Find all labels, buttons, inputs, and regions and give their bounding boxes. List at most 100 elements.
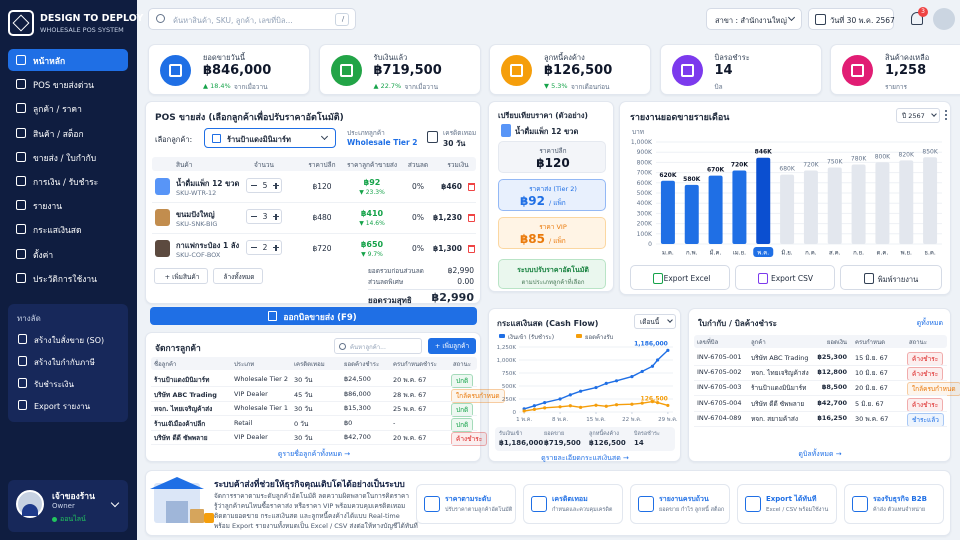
feature-sub: Excel / CSV พร้อมใช้งาน: [766, 507, 829, 513]
kpi-label: ลูกหนี้คงค้าง: [544, 53, 585, 62]
view-all[interactable]: ดูทั้งหมด: [916, 319, 943, 327]
date-select[interactable]: วันที่ 30 พ.ค. 2567: [808, 8, 895, 30]
nav-item[interactable]: ลูกค้า / ราคา: [8, 97, 128, 119]
search-icon: [339, 343, 346, 350]
action-icon: [653, 273, 663, 284]
nav-item[interactable]: สินค้า / สต็อก: [8, 122, 128, 144]
submit-button[interactable]: ออกบิลขายส่ง (F9): [150, 307, 477, 325]
row-divider: [152, 233, 476, 234]
qty-minus[interactable]: [251, 247, 257, 249]
action-button[interactable]: พิมพ์รายงาน: [840, 265, 942, 290]
add-customer-button[interactable]: + เพิ่มลูกค้า: [428, 338, 476, 354]
point: [579, 389, 583, 393]
branch-select[interactable]: สาขา : สำนักงานใหญ่: [706, 8, 802, 30]
cash-link[interactable]: ดูรายละเอียดกระแสเงินสด →: [541, 454, 629, 462]
action-icon: [758, 273, 768, 284]
delete-icon[interactable]: [468, 245, 475, 253]
tier-price-box: ราคาส่ง (Tier 2) ฿92 / แพ็ก: [498, 179, 606, 211]
cell: 20 มิ.ย. 67: [855, 384, 888, 393]
vip-price-box: ราคา VIP ฿85 / แพ็ก: [498, 217, 606, 249]
cell: บริษัท ABC Trading: [154, 390, 217, 399]
status-pill: ใกล้ครบกำหนด: [907, 382, 960, 397]
add-item-button[interactable]: + เพิ่มสินค้า: [154, 268, 208, 284]
clear-label: ล้างทั้งหมด: [223, 273, 255, 281]
y-tick-label: 0: [648, 241, 652, 248]
kpi-card: รับเงินแล้ว ฿719,500 ▲ 22.7% จากเมื่อวาน: [318, 44, 481, 95]
series-line: [523, 349, 669, 410]
column-header: จำนวน: [254, 161, 274, 169]
summary-label: ยอดรวมก่อนส่วนลด: [368, 267, 424, 275]
sidebar: DESIGN TO DEPLOY WHOLESALE POS SYSTEM หน้า…: [0, 0, 143, 540]
qty-minus[interactable]: [251, 216, 257, 218]
period-select[interactable]: เดือนนี้: [634, 314, 676, 329]
bell[interactable]: [911, 12, 923, 25]
cell: บริษัท ABC Trading: [751, 354, 809, 362]
kpi-value: 1,258: [885, 63, 927, 78]
y-tick-label: 400K: [637, 200, 653, 207]
product-name: กาแฟกระป๋อง 1 ลัง: [176, 241, 240, 250]
year-select[interactable]: ปี 2567: [896, 108, 940, 123]
shortcut-item[interactable]: สร้างใบกำกับภาษี: [12, 351, 124, 371]
invoices-link[interactable]: ดูบิลทั้งหมด →: [798, 450, 842, 458]
line-total: ฿1,230: [433, 213, 462, 222]
cell: INV-6704-089: [697, 413, 742, 422]
feature-sub: ยอดขาย กำไร ลูกหนี้ สต็อก: [659, 507, 725, 513]
nav-item[interactable]: หน้าหลัก: [8, 49, 128, 71]
customer-select[interactable]: ร้านป้าแดงมินิมาร์ท: [204, 128, 336, 148]
nav-item[interactable]: การเงิน / รับชำระ: [8, 170, 128, 192]
nav-item[interactable]: ขายส่ง / ใบกำกับ: [8, 146, 128, 168]
add-customer-label: + เพิ่มลูกค้า: [434, 342, 470, 350]
action-label: พิมพ์รายงาน: [877, 275, 919, 284]
nav-item[interactable]: POS ขายส่งด่วน: [8, 73, 128, 95]
submit-icon: [268, 311, 277, 321]
submit-label: ออกบิลขายส่ง (F9): [283, 313, 357, 323]
notification-count: 3: [921, 8, 925, 15]
summary-value: 0.00: [457, 277, 474, 286]
value-label: 780K: [851, 155, 867, 162]
shortcut-label: สร้างใบสั่งขาย (SO): [34, 336, 105, 345]
shortcut-item[interactable]: สร้างใบสั่งขาย (SO): [12, 329, 124, 349]
point: [656, 401, 660, 405]
product-name: น้ำดื่มแพ็ก 12 ขวด: [176, 179, 240, 188]
delete-icon[interactable]: [468, 214, 475, 222]
nav-item[interactable]: ประวัติการใช้งาน: [8, 267, 128, 289]
shortcut-icon: [18, 334, 27, 344]
y-tick-label: 200K: [637, 221, 653, 228]
value-label: 850K: [922, 148, 938, 155]
auto-title: ระบบปรับราคาอัตโนมัติ: [517, 266, 589, 274]
search-box[interactable]: ค้นหาสินค้า, SKU, ลูกค้า, เลขที่บิล... /: [148, 8, 356, 30]
point: [543, 401, 547, 405]
retail-price: ฿480: [312, 213, 332, 222]
point: [614, 403, 619, 407]
nav-item[interactable]: กระแสเงินสด: [8, 218, 128, 240]
x-tick-label: ส.ค.: [829, 250, 841, 257]
user-card[interactable]: เจ้าของร้าน Owner ออนไลน์: [8, 480, 128, 532]
row-divider: [151, 400, 477, 402]
action-button[interactable]: Export CSV: [735, 265, 835, 290]
shortcut-item[interactable]: Export รายงาน: [12, 395, 124, 415]
net-value: ฿2,990: [431, 291, 474, 304]
profile-avatar[interactable]: [933, 8, 955, 30]
nav-item[interactable]: ตั้งค่า: [8, 243, 128, 265]
x-tick-label: 29 พ.ค.: [658, 417, 678, 423]
x-tick-label: 1 พ.ค.: [516, 417, 532, 423]
customer-search[interactable]: ค้นหาลูกค้า...: [334, 338, 422, 354]
kpi-value: ฿719,500: [373, 63, 442, 78]
action-button[interactable]: Export Excel: [630, 265, 730, 290]
customers-link[interactable]: ดูรายชื่อลูกค้าทั้งหมด →: [277, 450, 351, 458]
store-icon: [212, 134, 221, 143]
row-divider: [151, 386, 477, 387]
status-pill: ค้างชำระ: [907, 367, 944, 382]
cell: ร้านเจ๊เมืองค้าปลีก: [154, 419, 206, 428]
shortcut-item[interactable]: รับชำระเงิน: [12, 373, 124, 393]
retail-price-box-value: ฿120: [536, 156, 570, 170]
cell: ฿25,300: [817, 353, 847, 361]
delete-icon[interactable]: [468, 183, 475, 191]
qty-control: 2: [246, 240, 282, 255]
qty-minus[interactable]: [251, 185, 257, 187]
cell: VIP Dealer: [234, 389, 268, 398]
nav-item[interactable]: รายงาน: [8, 194, 128, 216]
clear-button[interactable]: ล้างทั้งหมด: [213, 268, 263, 284]
kpi-note: จากเมื่อวาน: [404, 83, 439, 91]
row-divider: [694, 395, 947, 397]
